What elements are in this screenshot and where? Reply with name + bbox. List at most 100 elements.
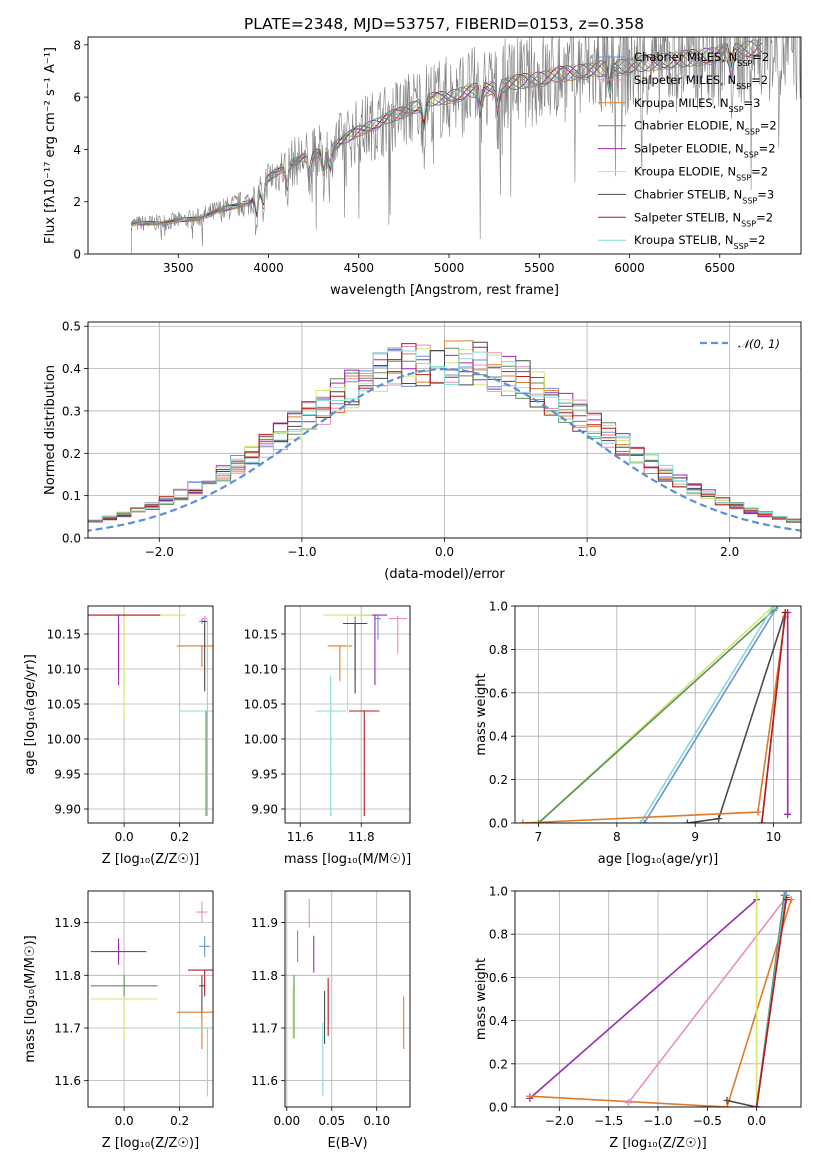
- data-point: [90, 975, 158, 997]
- data-point: [315, 676, 346, 816]
- x-tick-label: 0.0: [747, 1114, 766, 1128]
- y-tick-label: 2: [73, 195, 81, 209]
- legend-entry: Salpeter ELODIE, NSSP=2: [634, 142, 776, 160]
- weight-marker: [636, 819, 644, 823]
- x-tick-label: 0.10: [363, 1114, 390, 1128]
- x-axis-label: E(B-V): [327, 1136, 367, 1151]
- y-tick-label: 11.9: [251, 916, 278, 930]
- axes-frame: [514, 605, 802, 824]
- y-tick-label: 11.7: [251, 1021, 278, 1035]
- weight-line: [761, 612, 787, 823]
- x-tick-label: 0.00: [273, 1114, 300, 1128]
- legend-entry: Chabrier MILES, NSSP=2: [634, 50, 769, 68]
- plot-area: [285, 606, 410, 823]
- weight-marker: [535, 819, 543, 823]
- y-tick-label: 0.4: [489, 1014, 508, 1028]
- weight-line: [522, 616, 787, 823]
- y-tick-label: 4: [73, 143, 81, 157]
- y-tick-label: 11.8: [251, 969, 278, 983]
- chart-massweight-vs-age: 7 8 9 10 0.0 0.2 0.4 0.6 0.8 1.0 age [log₁₀(age/yr…: [474, 600, 802, 867]
- x-axis-label: age [log₁₀(age/yr)]: [598, 852, 719, 867]
- weight-marker: [683, 819, 691, 823]
- x-tick-label: 9: [691, 830, 699, 844]
- weight-marker: [754, 808, 762, 816]
- weight-marker: [770, 606, 778, 610]
- y-tick-label: 0.6: [489, 686, 508, 700]
- legend-entry: Salpeter STELIB, NSSP=2: [634, 210, 773, 228]
- data-point: [374, 615, 382, 640]
- weight-marker: [782, 896, 790, 904]
- x-tick-label: 0.0: [115, 1114, 134, 1128]
- x-tick-label: 11.8: [348, 830, 375, 844]
- y-tick-label: 11.7: [54, 1021, 81, 1035]
- axes-frame: [284, 605, 411, 824]
- y-tick-label: 10.10: [244, 663, 278, 677]
- x-tick-label: 4500: [343, 261, 374, 275]
- x-tick-label: 6000: [614, 261, 645, 275]
- y-axis-label: Normed distribution: [43, 365, 58, 495]
- weight-marker: [781, 609, 789, 617]
- y-tick-label: 10.00: [244, 733, 278, 747]
- data-point: [90, 938, 147, 965]
- plots: Chabrier MILES, NSSP=2 Salpeter MILES, NS…: [23, 36, 802, 1151]
- weight-marker: [526, 1092, 534, 1100]
- y-tick-label: 9.95: [54, 768, 81, 782]
- data-point: [201, 620, 208, 692]
- x-tick-label: −1.0: [287, 545, 316, 559]
- data-point: [115, 614, 122, 686]
- y-tick-label: 0.1: [62, 489, 81, 503]
- chart-massweight-vs-Z: −2.0 −1.5 −1.0 −0.5 0.0 0.0 0.2 0.4 0.6 0.8 1.0 Z […: [474, 885, 802, 1151]
- x-tick-label: 0.0: [115, 830, 134, 844]
- normal-reference-line: [88, 367, 801, 532]
- y-tick-label: 9.90: [54, 803, 81, 817]
- data-point: [388, 615, 407, 654]
- y-tick-label: 0.0: [489, 1101, 508, 1115]
- y-tick-label: 0.2: [489, 1057, 508, 1071]
- x-tick-label: 8: [613, 830, 621, 844]
- data-point: [342, 622, 368, 694]
- plot-area: [285, 891, 410, 1107]
- weight-marker: [715, 815, 723, 823]
- y-tick-label: 11.8: [54, 969, 81, 983]
- weight-marker: [753, 891, 761, 895]
- y-axis-label: mass [log₁₀(M/M☉)]: [23, 935, 38, 1062]
- y-axis-label: mass weight: [474, 673, 489, 755]
- y-axis-label: Flux [fλ10⁻¹⁷ erg cm⁻² s⁻¹ A⁻¹]: [43, 47, 58, 244]
- x-tick-label: −2.0: [145, 545, 174, 559]
- legend-entry: 𝒩(0, 1): [738, 337, 780, 351]
- x-tick-label: 11.6: [287, 830, 314, 844]
- axes-frame: [87, 605, 214, 824]
- data-point: [90, 998, 158, 1042]
- y-tick-label: 10.00: [47, 733, 81, 747]
- figure-title: PLATE=2348, MJD=53757, FIBERID=0153, z=0…: [244, 15, 644, 33]
- x-tick-label: −2.0: [545, 1114, 574, 1128]
- weight-line: [529, 898, 758, 1100]
- weight-line: [755, 899, 787, 1107]
- x-tick-label: 0.2: [170, 1114, 189, 1128]
- y-tick-label: 0: [73, 248, 81, 262]
- plot-area: [515, 606, 801, 823]
- y-tick-label: 11.9: [54, 916, 81, 930]
- y-tick-label: 6: [73, 91, 81, 105]
- y-tick-label: 1.0: [489, 885, 508, 899]
- weight-marker: [519, 819, 527, 823]
- weight-marker: [784, 810, 792, 818]
- weight-line: [639, 606, 775, 823]
- y-tick-label: 11.6: [54, 1074, 81, 1088]
- data-point: [176, 1011, 213, 1050]
- x-tick-label: 5500: [524, 261, 555, 275]
- data-point: [199, 975, 205, 1018]
- weight-marker: [753, 1103, 761, 1107]
- x-tick-label: 5000: [434, 261, 465, 275]
- y-tick-label: 10.10: [47, 663, 81, 677]
- x-tick-label: 0.0: [435, 545, 454, 559]
- plot-area: [88, 322, 801, 538]
- chart-mass-vs-EBV: 0.00 0.05 0.10 11.6 11.7 11.8 11.9 E(B-V): [251, 890, 411, 1151]
- legend-entry: Chabrier STELIB, NSSP=3: [634, 187, 774, 205]
- x-tick-label: 10: [766, 830, 781, 844]
- weight-line: [627, 897, 787, 1104]
- data-point: [88, 614, 161, 616]
- y-tick-label: 0.5: [62, 320, 81, 334]
- histogram-series: [88, 347, 801, 526]
- x-tick-label: 7: [535, 830, 543, 844]
